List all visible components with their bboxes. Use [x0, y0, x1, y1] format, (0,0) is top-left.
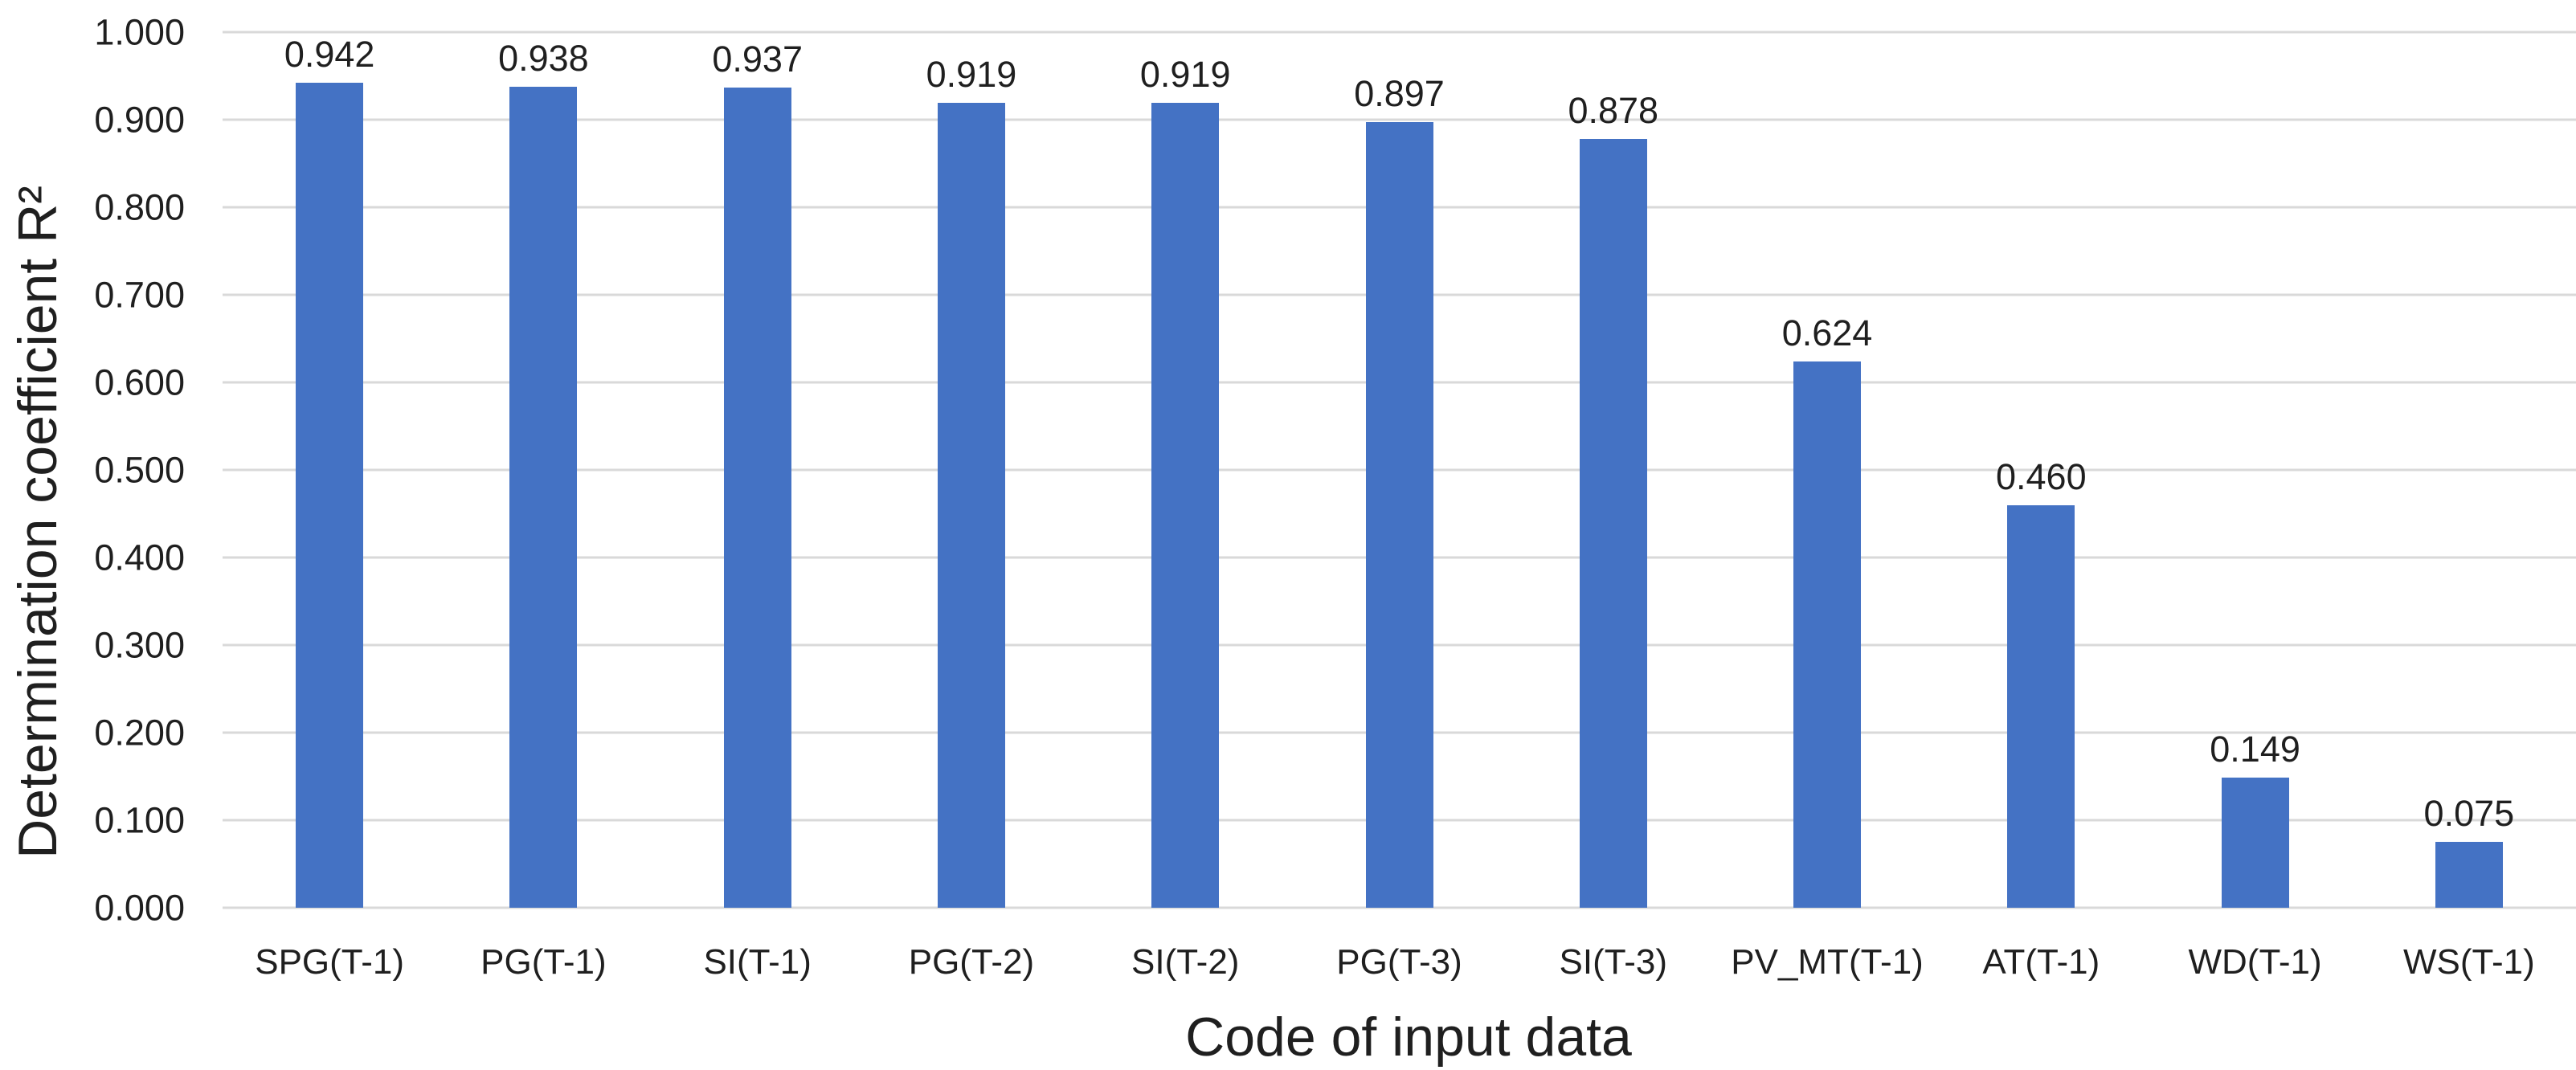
y-axis-tick-label: 0.300	[94, 624, 185, 666]
bar	[509, 86, 578, 908]
data-label: 0.919	[926, 54, 1017, 96]
gridline	[223, 906, 2576, 909]
y-axis-tick-label: 0.100	[94, 799, 185, 841]
category-label: WS(T-1)	[2402, 942, 2535, 982]
bar	[2221, 777, 2289, 908]
category-label: PV_MT(T-1)	[1731, 942, 1924, 982]
x-axis-title: Code of input data	[1185, 1007, 1632, 1068]
y-axis-tick-label: 0.500	[94, 449, 185, 491]
data-label: 0.878	[1568, 89, 1659, 131]
bar	[937, 103, 1005, 908]
data-label: 0.075	[2423, 793, 2515, 835]
data-label: 0.919	[1139, 54, 1231, 96]
bar	[1579, 138, 1647, 908]
bar	[296, 83, 364, 908]
category-label: PG(T-1)	[480, 942, 607, 982]
y-axis-tick-label: 0.900	[94, 99, 185, 141]
data-label: 0.897	[1354, 73, 1445, 115]
bar	[723, 87, 791, 908]
y-axis-tick-label: 0.600	[94, 361, 185, 403]
bar	[1793, 361, 1862, 908]
category-label: PG(T-2)	[908, 942, 1035, 982]
gridline	[223, 118, 2576, 121]
bar	[2435, 842, 2503, 908]
bar	[1365, 122, 1433, 908]
bar	[1151, 103, 1220, 908]
data-label: 0.624	[1781, 312, 1873, 353]
y-axis-tick-label: 0.000	[94, 887, 185, 929]
y-axis-tick-label: 0.400	[94, 537, 185, 578]
category-label: WD(T-1)	[2188, 942, 2322, 982]
category-label: SI(T-1)	[703, 942, 812, 982]
category-label: SI(T-2)	[1131, 942, 1240, 982]
gridline	[223, 31, 2576, 34]
y-axis-title: Determination coefficient R²	[7, 186, 68, 859]
y-axis-tick-label: 1.000	[94, 11, 185, 53]
data-label: 0.938	[498, 37, 589, 79]
category-label: AT(T-1)	[1982, 942, 2100, 982]
plot-area: 0.000 0.100 0.200 0.300 0.400 0.500 0.600 0.700…	[94, 14, 2576, 980]
data-label: 0.942	[284, 34, 375, 76]
category-label: PG(T-3)	[1336, 942, 1462, 982]
data-label: 0.460	[1996, 455, 2087, 497]
category-label: SPG(T-1)	[255, 942, 405, 982]
y-axis-tick-label: 0.800	[94, 186, 185, 228]
y-axis-tick-label: 0.200	[94, 712, 185, 753]
y-axis-tick-label: 0.700	[94, 274, 185, 316]
category-label: SI(T-3)	[1559, 942, 1667, 982]
data-label: 0.149	[2210, 728, 2300, 770]
data-label: 0.937	[712, 38, 803, 80]
bar	[2007, 504, 2075, 908]
